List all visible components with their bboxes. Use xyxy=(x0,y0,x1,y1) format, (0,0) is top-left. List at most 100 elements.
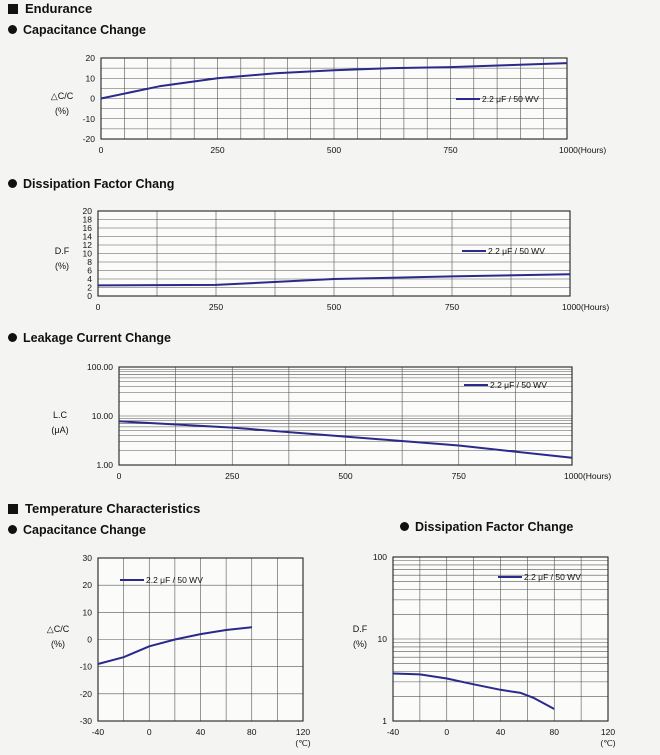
y-tick-label: 20 xyxy=(83,206,93,216)
y-axis-label: △C/C xyxy=(47,624,70,634)
section-heading-leakage-current: Leakage Current Change xyxy=(8,331,171,345)
temperature-title: Temperature Characteristics xyxy=(25,501,201,516)
y-axis-label: D.F xyxy=(353,624,368,634)
chart-endurance-lc: 1.00 10.00 100.00 0 250 500 750 1000(Hours) L.C (… xyxy=(51,362,611,481)
x-tick-label: 0 xyxy=(99,145,104,155)
y-tick-label: 12 xyxy=(83,240,93,250)
y-tick-label: 1.00 xyxy=(96,460,113,470)
y-tick-label: 1 xyxy=(382,716,387,726)
chart-endurance-cap: -20 -10 0 10 20 0 250 500 750 1000(Hours) △C/C (%) 2… xyxy=(51,53,607,155)
legend-label: 2.2 μF / 50 WV xyxy=(146,575,203,585)
x-tick-label: -40 xyxy=(387,727,400,737)
series-line xyxy=(118,420,573,459)
round-bullet-icon xyxy=(8,333,17,342)
x-tick-label: 0 xyxy=(147,727,152,737)
y-axis-label: L.C xyxy=(53,410,68,420)
square-bullet-icon xyxy=(8,504,18,514)
x-tick-label: 500 xyxy=(338,471,352,481)
x-tick-label: 250 xyxy=(209,302,223,312)
y-tick-label: 4 xyxy=(87,274,92,284)
y-tick-label: 100.00 xyxy=(87,362,113,372)
y-tick-label: 20 xyxy=(83,580,93,590)
x-tick-label: 80 xyxy=(550,727,560,737)
temp-capacitance-title: Capacitance Change xyxy=(23,523,146,537)
y-tick-label: 0 xyxy=(87,635,92,645)
y-tick-label: 10 xyxy=(83,249,93,259)
series-line xyxy=(392,672,555,710)
legend-label: 2.2 μF / 50 WV xyxy=(482,94,539,104)
endurance-title: Endurance xyxy=(25,1,93,16)
legend-label: 2.2 μF / 50 WV xyxy=(524,572,581,582)
round-bullet-icon xyxy=(8,179,17,188)
section-heading-endurance: Endurance xyxy=(8,1,92,16)
y-tick-label: 10 xyxy=(86,73,96,83)
round-bullet-icon xyxy=(8,25,17,34)
section-heading-capacitance-change: Capacitance Change xyxy=(8,23,146,37)
series-line xyxy=(97,273,571,287)
x-tick-label: 40 xyxy=(196,727,206,737)
round-bullet-icon xyxy=(400,522,409,531)
x-tick-label: 250 xyxy=(225,471,239,481)
x-tick-label: 0 xyxy=(96,302,101,312)
chart-temp-df: 1 10 100 -40 0 40 80 120(℃) D.F (%) 2.2 μF / 50 WV xyxy=(353,552,616,748)
x-tick-label: 750 xyxy=(445,302,459,312)
y-tick-label: 10.00 xyxy=(92,411,114,421)
section-heading-dissipation-factor: Dissipation Factor Chang xyxy=(8,177,174,191)
y-axis-unit: (%) xyxy=(353,639,367,649)
y-tick-label: 0 xyxy=(90,94,95,104)
chart-temp-cap: -30 -20 -10 0 10 20 30 -40 0 40 80 120(℃) △C/C (%) 2.2… xyxy=(47,553,311,748)
y-axis-label: D.F xyxy=(55,246,70,256)
section-heading-temperature: Temperature Characteristics xyxy=(8,501,200,516)
series-line xyxy=(97,626,252,665)
x-tick-label: 750 xyxy=(443,145,457,155)
x-tick-label: 40 xyxy=(496,727,506,737)
y-tick-label: -10 xyxy=(80,662,93,672)
x-tick-label: 1000(Hours) xyxy=(562,302,609,312)
plot-frame xyxy=(118,366,573,466)
temp-dissipation-title: Dissipation Factor Change xyxy=(415,520,574,534)
y-tick-label: 14 xyxy=(83,232,93,242)
y-tick-label: -30 xyxy=(80,716,93,726)
legend-label: 2.2 μF / 50 WV xyxy=(488,246,545,256)
y-tick-label: 20 xyxy=(86,53,96,63)
square-bullet-icon xyxy=(8,4,18,14)
x-tick-label: 120 xyxy=(296,727,310,737)
x-tick-label: 1000(Hours) xyxy=(559,145,606,155)
capacitance-change-title: Capacitance Change xyxy=(23,23,146,37)
y-tick-label: 16 xyxy=(83,223,93,233)
x-unit-label: (℃) xyxy=(600,738,615,748)
x-tick-label: -40 xyxy=(92,727,105,737)
y-tick-label: 2 xyxy=(87,283,92,293)
plot-frame xyxy=(392,556,609,722)
round-bullet-icon xyxy=(8,525,17,534)
y-tick-label: -20 xyxy=(80,689,93,699)
legend-label: 2.2 μF / 50 WV xyxy=(490,380,547,390)
plot-frame xyxy=(97,557,304,722)
x-tick-label: 80 xyxy=(247,727,257,737)
y-axis-unit: (%) xyxy=(51,639,65,649)
x-tick-label: 750 xyxy=(452,471,466,481)
y-tick-label: 10 xyxy=(83,607,93,617)
plot-frame xyxy=(97,210,571,297)
x-tick-label: 120 xyxy=(601,727,615,737)
section-heading-temp-dissipation: Dissipation Factor Change xyxy=(400,520,573,534)
y-tick-label: -20 xyxy=(83,134,96,144)
leakage-current-title: Leakage Current Change xyxy=(23,331,171,345)
x-tick-label: 250 xyxy=(210,145,224,155)
y-tick-label: 10 xyxy=(378,634,388,644)
x-tick-label: 500 xyxy=(327,145,341,155)
x-tick-label: 0 xyxy=(117,471,122,481)
y-tick-label: 18 xyxy=(83,215,93,225)
dissipation-factor-title: Dissipation Factor Chang xyxy=(23,177,175,191)
y-axis-label: △C/C xyxy=(51,91,74,101)
series-line xyxy=(100,62,568,100)
y-tick-label: 100 xyxy=(373,552,387,562)
x-tick-label: 500 xyxy=(327,302,341,312)
x-tick-label: 1000(Hours) xyxy=(564,471,611,481)
y-tick-label: -10 xyxy=(83,114,96,124)
y-axis-unit: (%) xyxy=(55,106,69,116)
y-axis-unit: (μA) xyxy=(51,425,68,435)
x-unit-label: (℃) xyxy=(295,738,310,748)
